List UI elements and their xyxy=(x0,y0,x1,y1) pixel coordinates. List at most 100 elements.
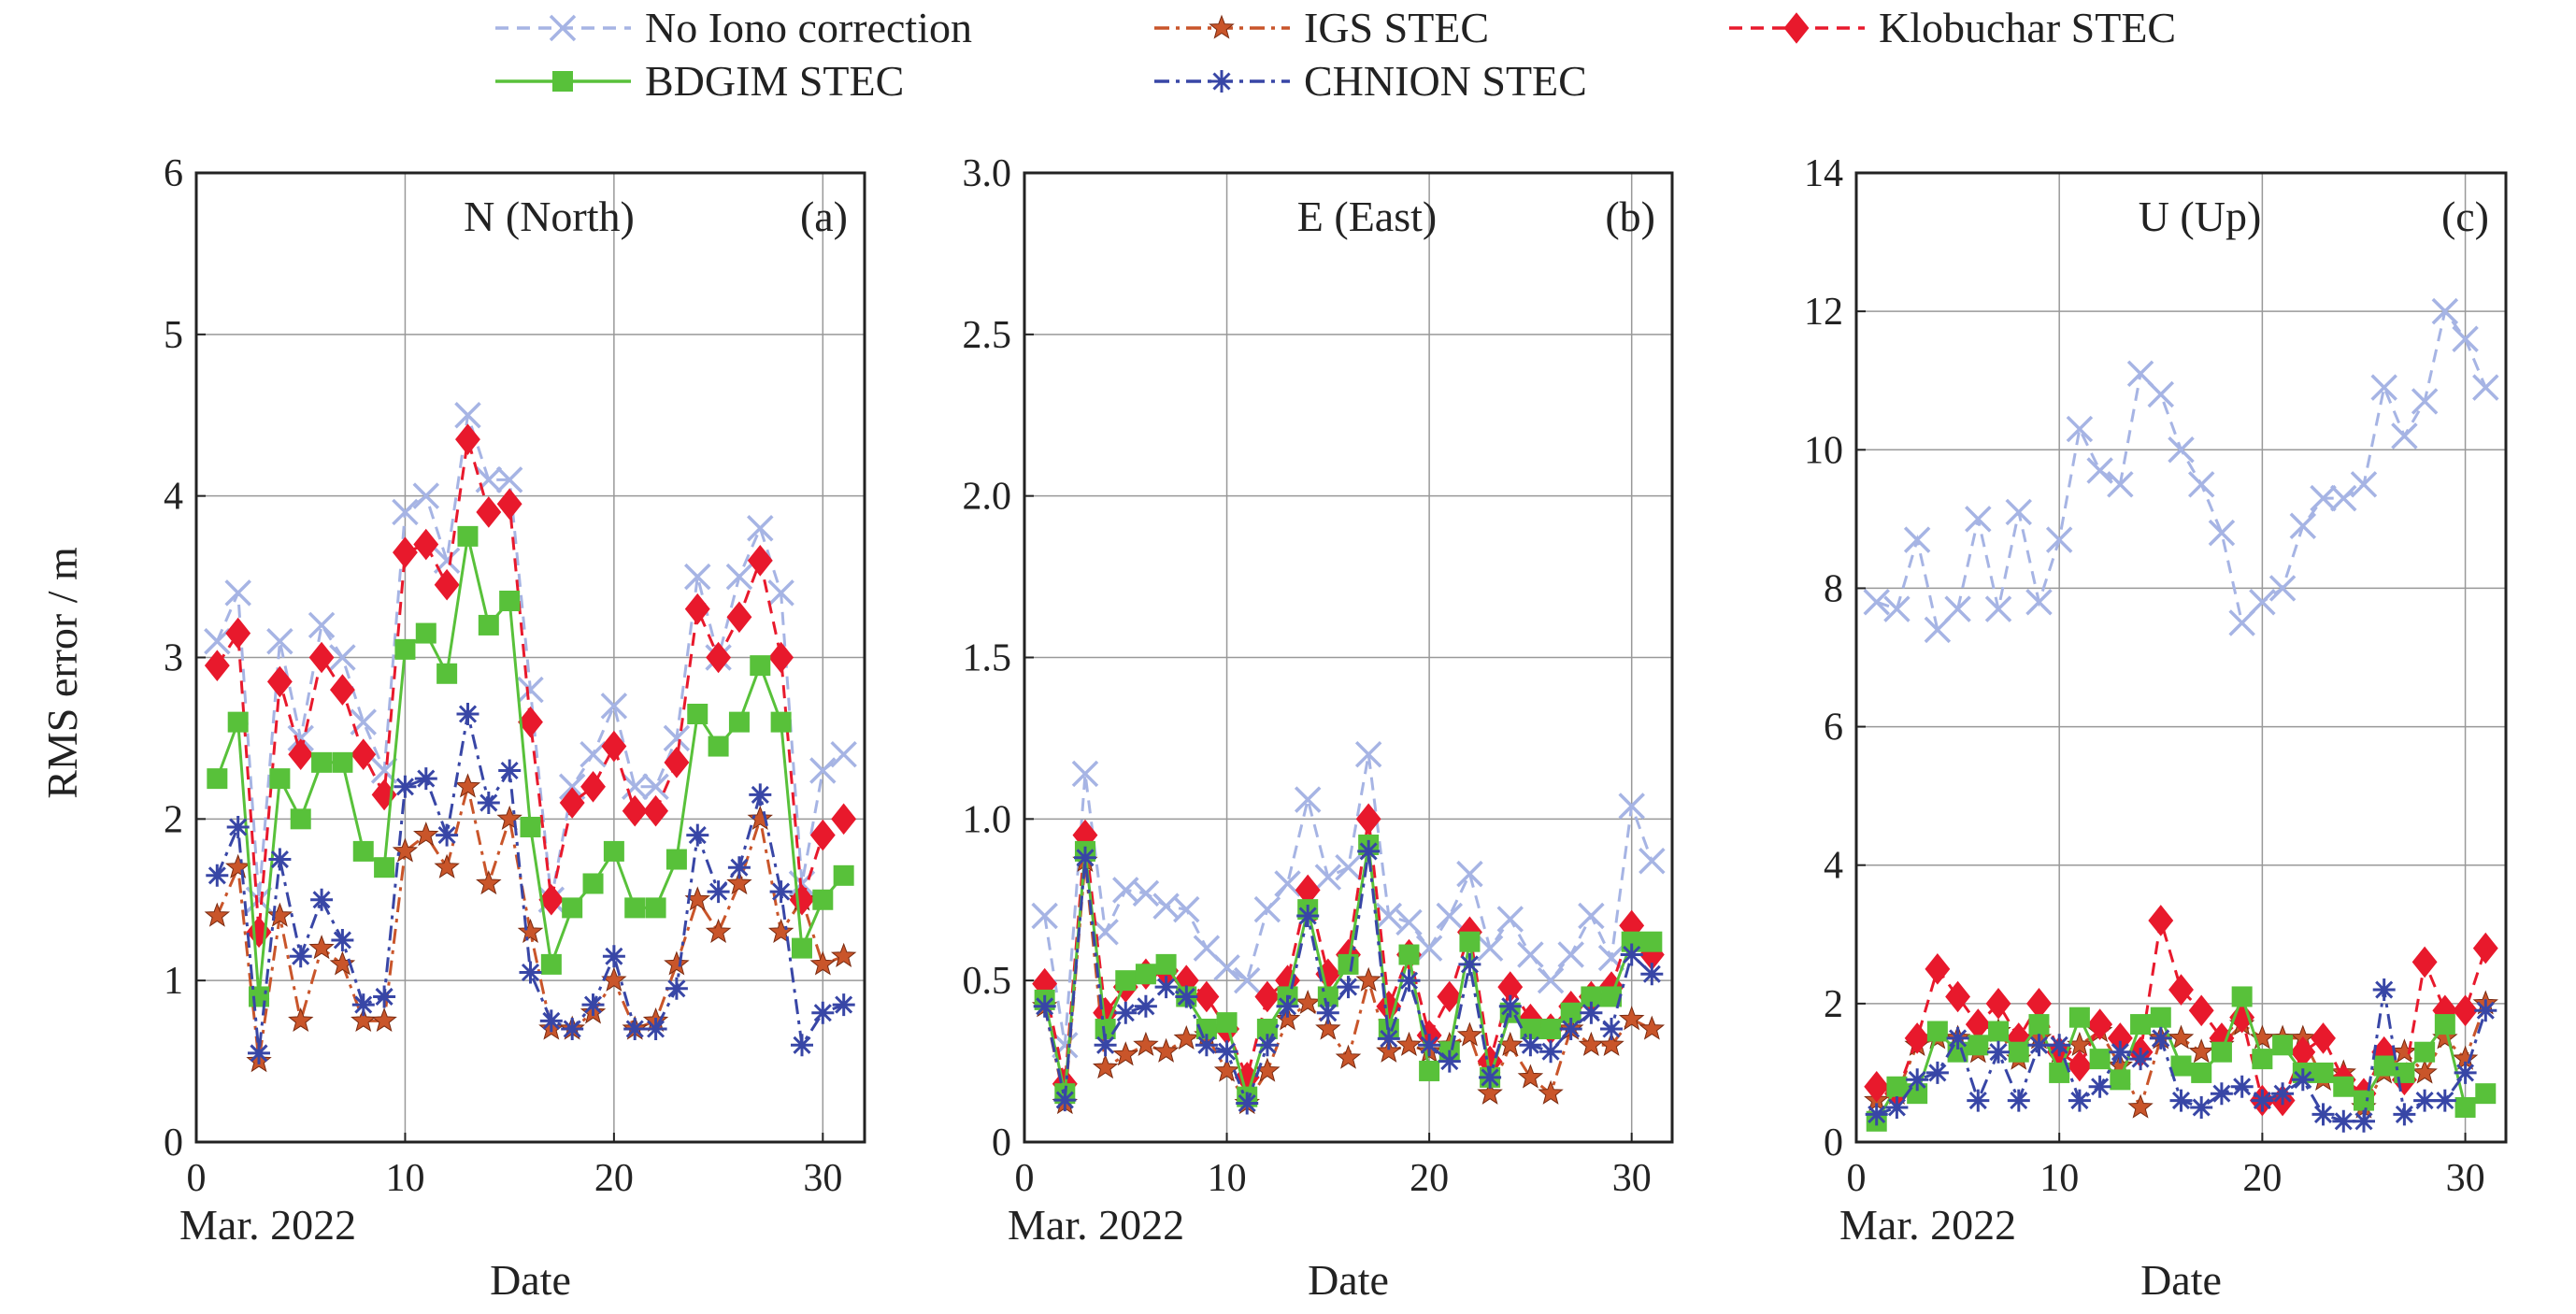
data-point-bdgim xyxy=(227,711,249,733)
data-point-noiono xyxy=(2126,360,2154,388)
data-point-chnion xyxy=(2068,1089,2091,1112)
data-point-chnion xyxy=(1175,985,1198,1008)
data-point-chnion xyxy=(1640,963,1664,986)
data-point-chnion xyxy=(351,993,375,1017)
data-point-bdgim xyxy=(1621,931,1642,952)
data-point-chnion xyxy=(1236,1092,1259,1115)
data-point-chnion xyxy=(2474,999,2497,1022)
y-tick-label: 1.0 xyxy=(963,798,1012,841)
data-point-chnion xyxy=(2271,1082,2295,1106)
data-point-bdgim xyxy=(728,711,750,733)
y-tick-label: 14 xyxy=(1804,152,1843,195)
y-axis-label: RMS error / m xyxy=(38,547,86,799)
data-point-klob xyxy=(288,738,314,771)
data-point-noiono xyxy=(204,627,231,655)
data-point-noiono xyxy=(1233,966,1261,994)
data-point-bdgim xyxy=(332,751,353,773)
data-point-noiono xyxy=(1517,941,1544,968)
data-point-chnion xyxy=(1519,1034,1542,1057)
data-point-bdgim xyxy=(1338,953,1359,975)
data-point-noiono xyxy=(329,644,356,671)
data-point-chnion xyxy=(2353,1109,2375,1133)
panel-title: N (North) xyxy=(464,193,635,240)
data-point-chnion xyxy=(2027,1034,2051,1057)
data-point-bdgim xyxy=(436,663,458,684)
data-point-noiono xyxy=(1173,895,1200,923)
data-point-noiono xyxy=(2370,374,2397,401)
data-point-klob xyxy=(1904,1022,1930,1054)
data-point-bdgim xyxy=(750,655,771,677)
data-point-igs xyxy=(747,805,773,831)
data-point-chnion xyxy=(1967,1089,1990,1112)
data-point-chnion xyxy=(1316,1001,1339,1024)
data-point-bdgim xyxy=(687,703,708,724)
data-point-chnion xyxy=(2433,1089,2456,1112)
data-point-klob xyxy=(1355,803,1381,836)
data-point-igs xyxy=(392,837,419,863)
data-point-chnion xyxy=(310,888,334,911)
series-line-noiono xyxy=(1876,307,2487,633)
data-point-bdgim xyxy=(540,953,562,975)
data-point-bdgim xyxy=(1581,986,1602,1007)
data-point-noiono xyxy=(1537,966,1565,994)
y-tick-label: 2 xyxy=(164,798,183,841)
data-point-chnion xyxy=(832,993,855,1017)
data-point-noiono xyxy=(1883,595,1911,622)
data-point-noiono xyxy=(1071,760,1099,788)
data-point-chnion xyxy=(519,961,542,984)
y-tick-label: 10 xyxy=(1804,429,1843,472)
data-point-noiono xyxy=(1618,793,1645,820)
legend-marker-noiono xyxy=(549,14,577,42)
data-point-igs xyxy=(1274,1006,1301,1031)
panel-letter: (a) xyxy=(800,193,848,240)
data-point-bdgim xyxy=(582,873,604,894)
data-point-noiono xyxy=(1253,895,1281,923)
legend-entry-noiono: No Iono correction xyxy=(495,4,972,51)
data-point-chnion xyxy=(2311,1103,2335,1126)
data-point-bdgim xyxy=(520,816,541,837)
data-point-bdgim xyxy=(1988,1021,2010,1042)
x-tick-label: 10 xyxy=(1208,1157,1247,1200)
data-point-igs xyxy=(1456,1021,1483,1047)
data-point-chnion xyxy=(1296,905,1320,927)
y-tick-label: 0 xyxy=(992,1121,1011,1164)
data-point-igs xyxy=(1578,1031,1605,1056)
data-point-igs xyxy=(2127,1093,2154,1119)
data-point-bdgim xyxy=(1115,970,1137,992)
legend-entry-chnion: CHNION STEC xyxy=(1154,57,1587,105)
data-point-bdgim xyxy=(2231,986,2253,1007)
data-point-bdgim xyxy=(2312,1062,2334,1083)
legend-label-klob: Klobuchar STEC xyxy=(1879,4,2176,51)
data-point-chnion xyxy=(394,775,417,798)
data-point-chnion xyxy=(1215,1040,1238,1064)
data-point-chnion xyxy=(1438,1050,1461,1073)
data-point-chnion xyxy=(498,759,522,782)
data-point-noiono xyxy=(809,757,837,784)
data-point-noiono xyxy=(266,627,293,655)
data-point-klob xyxy=(809,819,836,851)
x-tick-label: 0 xyxy=(1847,1157,1867,1200)
data-point-bdgim xyxy=(2394,1062,2415,1083)
data-point-chnion xyxy=(1154,976,1178,999)
data-point-noiono xyxy=(1456,860,1483,888)
data-point-bdgim xyxy=(311,751,333,773)
data-point-bdgim xyxy=(207,768,228,790)
data-point-bdgim xyxy=(603,840,624,862)
data-point-bdgim xyxy=(624,897,646,919)
data-point-noiono xyxy=(621,773,649,801)
y-tick-label: 1.5 xyxy=(963,637,1012,680)
data-point-klob xyxy=(1965,1008,1991,1040)
data-point-klob xyxy=(476,496,502,528)
data-point-chnion xyxy=(1377,1027,1400,1050)
data-point-chnion xyxy=(602,945,625,968)
data-point-noiono xyxy=(2452,325,2479,353)
data-point-igs xyxy=(1395,1031,1423,1056)
y-tick-label: 2.0 xyxy=(963,476,1012,519)
data-point-noiono xyxy=(642,773,669,801)
data-point-klob xyxy=(664,747,690,778)
data-point-chnion xyxy=(1620,943,1643,966)
panel-2: 0 0.5 1.0 1.5 2.0 2.5 3.0 0 10 20 30 Mar. 2022 Date E… xyxy=(963,152,1674,1304)
data-point-noiono xyxy=(1496,906,1524,933)
data-point-igs xyxy=(496,805,522,831)
